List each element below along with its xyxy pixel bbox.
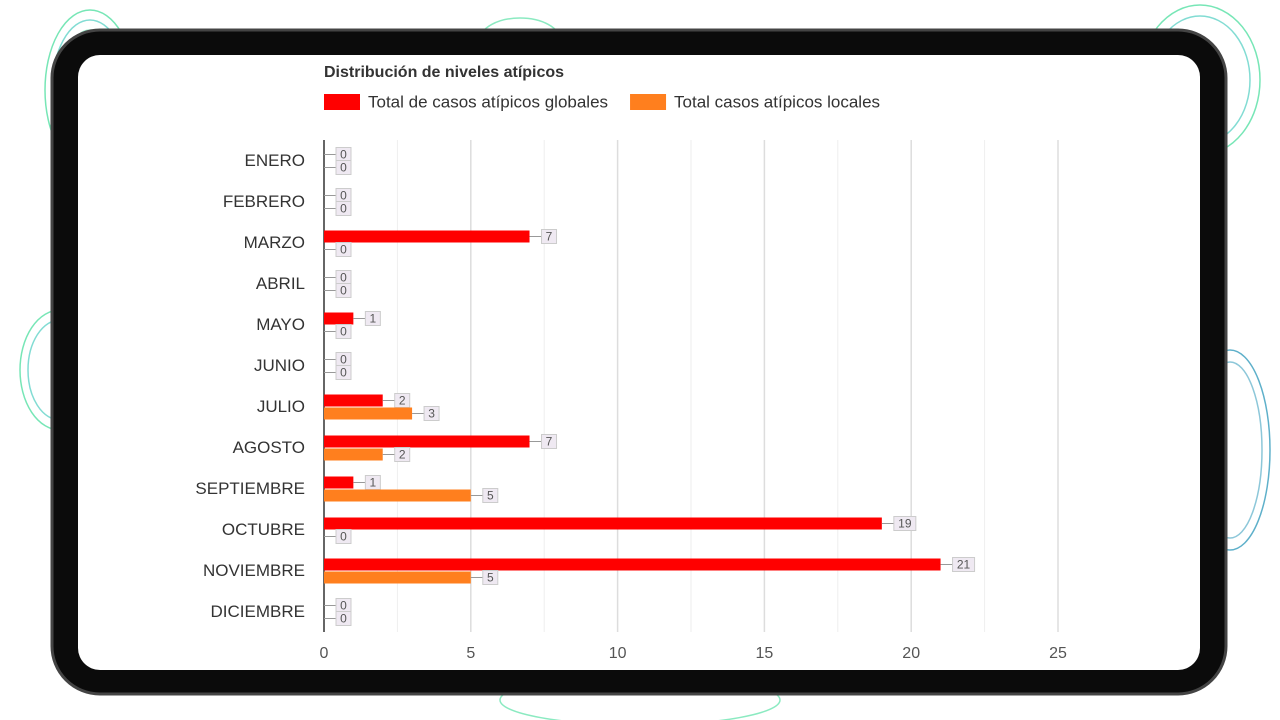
data-label: 3 xyxy=(428,407,435,421)
data-label: 19 xyxy=(898,517,912,531)
data-label: 0 xyxy=(340,189,347,203)
data-label: 1 xyxy=(370,476,377,490)
y-tick-label: NOVIEMBRE xyxy=(203,561,305,580)
x-tick-label: 10 xyxy=(609,645,627,662)
data-label-box xyxy=(335,283,352,298)
data-label-box xyxy=(394,447,411,462)
bar xyxy=(324,394,383,407)
data-label: 0 xyxy=(340,366,347,380)
bar xyxy=(324,312,354,325)
bar xyxy=(324,489,471,502)
bar xyxy=(324,558,941,571)
legend-swatch xyxy=(630,94,667,110)
data-label: 0 xyxy=(340,161,347,175)
y-tick-label: FEBRERO xyxy=(223,192,305,211)
data-label: 7 xyxy=(546,230,553,244)
tablet-screen xyxy=(78,55,1200,670)
y-tick-label: MAYO xyxy=(256,315,305,334)
data-label: 2 xyxy=(399,394,406,408)
data-label-box xyxy=(335,529,352,544)
bar xyxy=(324,448,383,461)
bar xyxy=(324,517,882,530)
chart-title: Distribución de niveles atípicos xyxy=(324,64,564,81)
x-tick-label: 15 xyxy=(756,645,774,662)
y-tick-label: JUNIO xyxy=(254,356,305,375)
data-label-box xyxy=(335,242,352,257)
data-label: 1 xyxy=(370,312,377,326)
y-tick-label: AGOSTO xyxy=(233,438,305,457)
data-label-box xyxy=(541,434,558,449)
data-label-box xyxy=(335,365,352,380)
y-tick-label: ENERO xyxy=(245,151,305,170)
data-label: 0 xyxy=(340,612,347,626)
data-label: 21 xyxy=(957,558,971,572)
data-label: 0 xyxy=(340,599,347,613)
data-label: 2 xyxy=(399,448,406,462)
y-tick-label: SEPTIEMBRE xyxy=(195,479,305,498)
legend-label: Total casos atípicos locales xyxy=(674,92,880,111)
bar xyxy=(324,230,530,243)
data-label-box xyxy=(952,557,976,572)
legend-label: Total de casos atípicos globales xyxy=(368,92,608,111)
data-label: 0 xyxy=(340,530,347,544)
data-label: 5 xyxy=(487,571,494,585)
data-label-box xyxy=(541,229,558,244)
data-label: 0 xyxy=(340,202,347,216)
data-label: 5 xyxy=(487,489,494,503)
data-label-box xyxy=(482,488,499,503)
data-label: 0 xyxy=(340,325,347,339)
bar xyxy=(324,476,354,489)
bar xyxy=(324,571,471,584)
bar xyxy=(324,407,413,420)
y-tick-label: MARZO xyxy=(244,233,305,252)
x-tick-label: 5 xyxy=(466,645,475,662)
data-label: 0 xyxy=(340,148,347,162)
bar xyxy=(324,435,530,448)
data-label: 7 xyxy=(546,435,553,449)
y-tick-label: ABRIL xyxy=(256,274,305,293)
data-label-box xyxy=(364,311,381,326)
y-tick-label: OCTUBRE xyxy=(222,520,305,539)
data-label-box xyxy=(335,611,352,626)
y-tick-label: JULIO xyxy=(257,397,305,416)
data-label: 0 xyxy=(340,284,347,298)
data-label-box xyxy=(335,324,352,339)
data-label: 0 xyxy=(340,243,347,257)
data-label-box xyxy=(423,406,440,421)
y-tick-label: DICIEMBRE xyxy=(211,602,305,621)
data-label: 0 xyxy=(340,353,347,367)
x-tick-label: 0 xyxy=(320,645,329,662)
x-tick-label: 20 xyxy=(902,645,920,662)
legend-swatch xyxy=(324,94,360,110)
data-label-box xyxy=(482,570,499,585)
x-tick-label: 25 xyxy=(1049,645,1067,662)
data-label-box xyxy=(335,201,352,216)
data-label: 0 xyxy=(340,271,347,285)
data-label-box xyxy=(893,516,917,531)
data-label-box xyxy=(335,160,352,175)
